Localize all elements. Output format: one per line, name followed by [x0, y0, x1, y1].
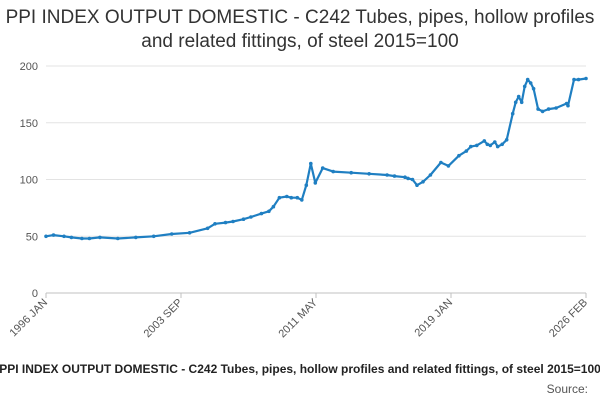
data-point — [421, 180, 425, 184]
x-tick-label: 2019 JAN — [412, 297, 455, 340]
series-line — [44, 77, 588, 240]
y-tick-label: 200 — [20, 61, 38, 73]
data-point — [584, 76, 588, 81]
data-point — [403, 175, 407, 179]
data-point — [457, 153, 461, 158]
data-point — [516, 94, 521, 99]
data-point — [385, 173, 389, 177]
data-point — [309, 161, 313, 166]
y-tick-label: 50 — [26, 231, 38, 243]
data-point — [519, 100, 524, 105]
data-point — [285, 194, 289, 199]
data-point — [267, 209, 271, 214]
data-point — [446, 164, 451, 168]
data-point — [572, 77, 576, 82]
data-point — [295, 195, 300, 200]
data-point — [62, 234, 66, 239]
data-point — [406, 176, 410, 181]
data-point — [277, 195, 282, 200]
chart-title: PPI INDEX OUTPUT DOMESTIC - C242 Tubes, … — [5, 7, 595, 52]
data-point — [428, 173, 433, 177]
data-point — [536, 107, 540, 111]
axes — [45, 293, 587, 298]
data-point — [134, 235, 138, 240]
data-point — [349, 170, 354, 175]
data-point — [392, 174, 397, 178]
data-point — [205, 226, 210, 231]
data-point — [513, 100, 518, 105]
data-point — [415, 183, 419, 187]
data-point — [528, 81, 533, 85]
data-point — [51, 233, 56, 237]
data-point — [169, 232, 174, 236]
source-label: Source: — [546, 382, 588, 396]
data-point — [493, 140, 497, 144]
data-point — [289, 195, 294, 200]
data-point — [495, 144, 500, 149]
data-point — [439, 160, 443, 165]
data-point — [241, 217, 246, 221]
data-point — [249, 215, 253, 219]
data-point — [566, 103, 570, 108]
data-point — [504, 138, 509, 142]
data-point — [482, 139, 487, 143]
data-point — [475, 143, 479, 148]
series-line-path — [44, 77, 588, 240]
data-point — [500, 142, 505, 147]
data-point — [80, 236, 84, 241]
data-point — [116, 236, 120, 241]
data-point — [231, 219, 235, 224]
data-point — [271, 204, 276, 209]
data-point — [187, 231, 192, 235]
data-point — [469, 144, 473, 149]
data-point — [488, 143, 493, 148]
data-point — [510, 111, 515, 116]
x-tick-labels: 1996 JAN 2003 SEP 2011 MAY 2019 JAN 2026 FEB — [7, 296, 590, 340]
data-point — [213, 222, 217, 226]
data-point — [546, 107, 551, 111]
y-tick-labels: 0 50 100 150 200 — [20, 61, 38, 300]
data-point — [576, 77, 581, 82]
y-tick-label: 100 — [20, 175, 38, 187]
x-tick-label: 2003 SEP — [142, 297, 186, 341]
data-point — [223, 220, 228, 225]
x-tick-label: 2011 MAY — [276, 296, 320, 340]
data-point — [304, 183, 309, 187]
data-point — [525, 77, 530, 82]
data-point — [331, 169, 336, 174]
data-point — [44, 234, 48, 239]
data-point — [69, 235, 74, 240]
data-point — [554, 106, 558, 110]
data-points — [44, 76, 588, 241]
x-tick-label: 1996 JAN — [7, 297, 50, 340]
data-point — [410, 177, 415, 182]
y-tick-label: 150 — [20, 118, 38, 130]
data-point — [485, 142, 490, 147]
data-point — [531, 86, 536, 91]
data-point — [522, 84, 527, 89]
y-tick-label: 0 — [32, 288, 38, 300]
data-point — [300, 198, 304, 202]
data-point — [320, 166, 325, 170]
data-point — [540, 109, 545, 114]
data-point — [87, 236, 92, 241]
data-point — [151, 234, 156, 239]
data-point — [259, 211, 264, 216]
x-tick-label: 2026 FEB — [547, 297, 590, 340]
data-point — [98, 235, 102, 240]
data-point — [464, 149, 469, 153]
data-point — [313, 181, 318, 185]
data-point — [367, 172, 371, 176]
legend-series-label: PPI INDEX OUTPUT DOMESTIC - C242 Tubes, … — [0, 362, 600, 376]
